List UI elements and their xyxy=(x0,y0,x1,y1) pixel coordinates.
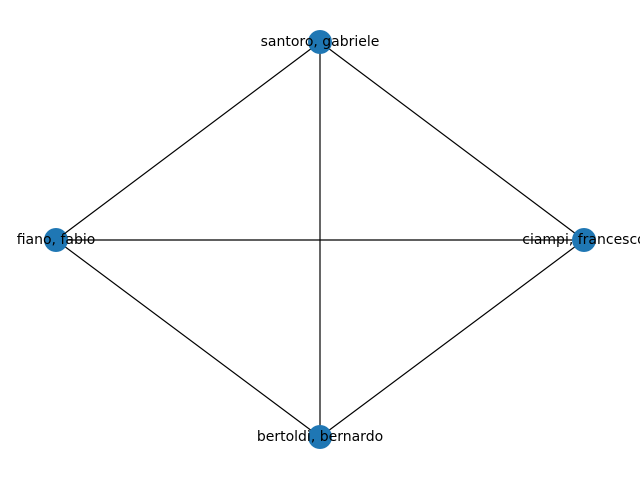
node-bertoldi[interactable] xyxy=(308,425,332,449)
node-label-santoro: santoro, gabriele xyxy=(261,34,380,50)
edge-ciampi-bertoldi xyxy=(319,239,585,438)
node-label-ciampi: ciampi, francesco xyxy=(522,232,640,248)
node-ciampi[interactable] xyxy=(572,228,596,252)
labels-layer: santoro, gabriele fiano, fabio ciampi, fra… xyxy=(17,34,640,445)
edge-santoro-fiano xyxy=(55,41,321,241)
edge-fiano-bertoldi xyxy=(55,239,321,438)
node-santoro[interactable] xyxy=(308,30,332,54)
node-fiano[interactable] xyxy=(44,228,68,252)
node-label-bertoldi: bertoldi, bernardo xyxy=(257,429,383,445)
edge-santoro-ciampi xyxy=(319,41,585,241)
edges-layer xyxy=(55,41,585,438)
node-label-fiano: fiano, fabio xyxy=(17,232,96,248)
nodes-layer xyxy=(44,30,596,449)
